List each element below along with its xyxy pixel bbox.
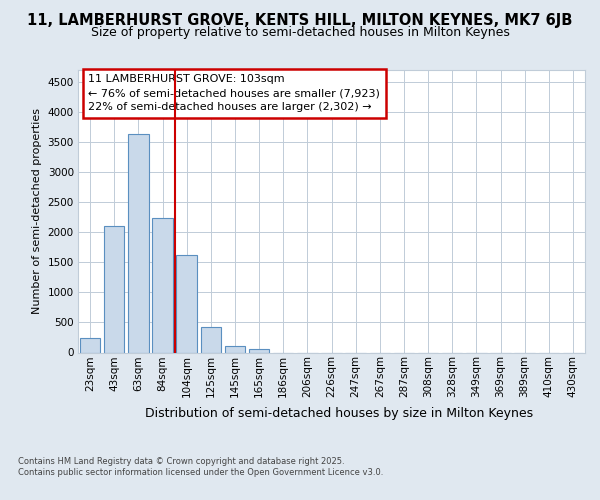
Text: 11 LAMBERHURST GROVE: 103sqm
← 76% of semi-detached houses are smaller (7,923)
2: 11 LAMBERHURST GROVE: 103sqm ← 76% of se… xyxy=(88,74,380,112)
Bar xyxy=(128,134,149,352)
Y-axis label: Number of semi-detached properties: Number of semi-detached properties xyxy=(32,108,42,314)
Bar xyxy=(104,226,124,352)
Bar xyxy=(224,346,245,352)
Text: Distribution of semi-detached houses by size in Milton Keynes: Distribution of semi-detached houses by … xyxy=(145,408,533,420)
Bar xyxy=(249,349,269,352)
Bar xyxy=(176,255,197,352)
Text: Size of property relative to semi-detached houses in Milton Keynes: Size of property relative to semi-detach… xyxy=(91,26,509,39)
Bar xyxy=(80,338,100,352)
Bar xyxy=(152,218,173,352)
Text: Contains HM Land Registry data © Crown copyright and database right 2025.
Contai: Contains HM Land Registry data © Crown c… xyxy=(18,458,383,477)
Bar xyxy=(200,326,221,352)
Text: 11, LAMBERHURST GROVE, KENTS HILL, MILTON KEYNES, MK7 6JB: 11, LAMBERHURST GROVE, KENTS HILL, MILTO… xyxy=(28,12,572,28)
